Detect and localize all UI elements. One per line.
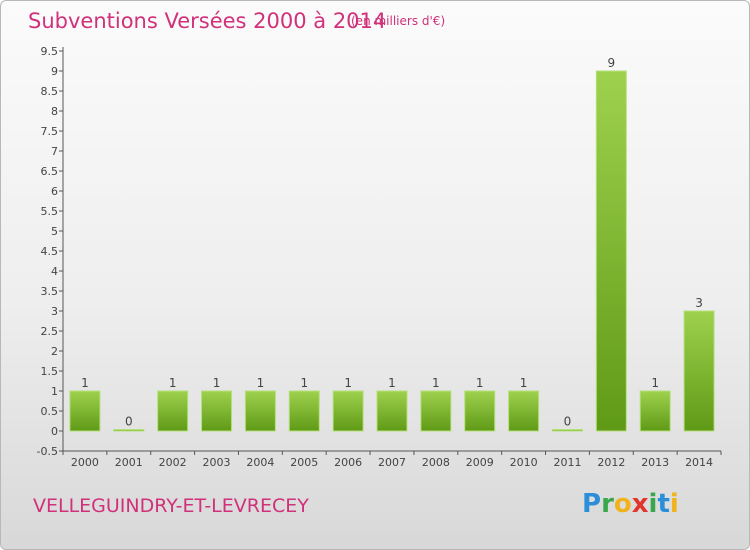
value-label: 1 <box>432 376 440 390</box>
y-tick-label: 5 <box>51 225 58 238</box>
chart-subtitle: (en milliers d'€) <box>351 14 446 28</box>
value-label: 1 <box>213 376 221 390</box>
y-tick-label: 1 <box>51 385 58 398</box>
y-tick-label: 5.5 <box>41 205 59 218</box>
x-tick-label: 2012 <box>597 456 625 469</box>
x-tick-label: 2005 <box>290 456 318 469</box>
y-tick-label: 6 <box>51 185 58 198</box>
bar <box>288 390 320 432</box>
y-tick-label: 7 <box>51 145 58 158</box>
value-label: 1 <box>520 376 528 390</box>
x-tick-label: 2010 <box>510 456 538 469</box>
y-tick-label: 4.5 <box>41 245 59 258</box>
y-tick-label: 7.5 <box>41 125 59 138</box>
value-label: 1 <box>476 376 484 390</box>
y-tick-label: 4 <box>51 265 58 278</box>
bar <box>420 390 452 432</box>
x-tick-label: 2008 <box>422 456 450 469</box>
bar <box>551 429 583 432</box>
value-label: 1 <box>300 376 308 390</box>
x-tick-label: 2009 <box>466 456 494 469</box>
y-tick-label: 9 <box>51 65 58 78</box>
bar <box>244 390 276 432</box>
value-label: 1 <box>388 376 396 390</box>
x-tick-label: 2002 <box>159 456 187 469</box>
bar <box>113 429 145 432</box>
y-tick-label: 3 <box>51 305 58 318</box>
value-label: 1 <box>344 376 352 390</box>
value-label: 3 <box>695 296 703 310</box>
value-label: 1 <box>81 376 89 390</box>
chart-title: Subventions Versées 2000 à 2014 <box>28 9 387 33</box>
x-tick-label: 2004 <box>246 456 274 469</box>
y-tick-label: 3.5 <box>41 285 59 298</box>
value-label: 1 <box>169 376 177 390</box>
value-label: 1 <box>257 376 265 390</box>
y-tick-label: 2.5 <box>41 325 59 338</box>
x-tick-label: 2001 <box>115 456 143 469</box>
x-tick-label: 2014 <box>685 456 713 469</box>
value-label: 9 <box>608 56 616 70</box>
y-tick-label: 0 <box>51 425 58 438</box>
bar <box>639 390 671 432</box>
bar <box>332 390 364 432</box>
x-tick-label: 2011 <box>553 456 581 469</box>
y-tick-label: 0.5 <box>41 405 59 418</box>
x-tick-label: 2013 <box>641 456 669 469</box>
bar <box>157 390 189 432</box>
x-tick-label: 2003 <box>203 456 231 469</box>
bar <box>376 390 408 432</box>
y-tick-label: 8.5 <box>41 85 59 98</box>
y-tick-label: 2 <box>51 345 58 358</box>
bar <box>683 310 715 432</box>
bar <box>201 390 233 432</box>
value-label: 1 <box>651 376 659 390</box>
bar <box>595 70 627 432</box>
y-tick-label: 9.5 <box>41 45 59 58</box>
value-label: 0 <box>125 415 133 429</box>
bar <box>464 390 496 432</box>
y-tick-label: 8 <box>51 105 58 118</box>
proxiti-logo: Proxiti <box>582 489 679 519</box>
x-tick-label: 2007 <box>378 456 406 469</box>
bar <box>508 390 540 432</box>
x-tick-label: 2006 <box>334 456 362 469</box>
y-tick-label: 6.5 <box>41 165 59 178</box>
y-tick-label: -0.5 <box>37 445 58 458</box>
bar <box>69 390 101 432</box>
x-tick-label: 2000 <box>71 456 99 469</box>
y-tick-label: 1.5 <box>41 365 59 378</box>
commune-name: VELLEGUINDRY-ET-LEVRECEY <box>33 495 309 517</box>
value-label: 0 <box>564 415 572 429</box>
